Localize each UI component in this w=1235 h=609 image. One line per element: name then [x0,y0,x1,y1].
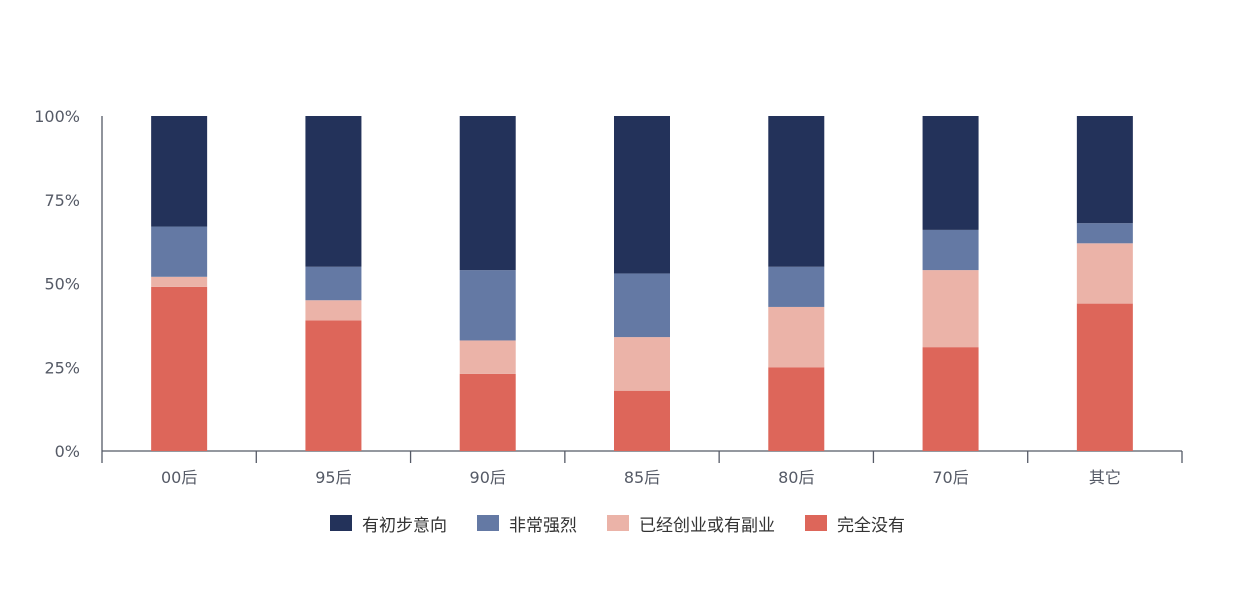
legend-label: 有初步意向 [362,515,447,536]
bar-segment [768,367,825,451]
legend-swatch [330,515,352,531]
legend-label: 已经创业或有副业 [639,515,775,536]
bar-segment [151,226,208,277]
bar-segment [305,300,362,321]
bar-segment [305,266,362,301]
bar-segment [768,266,825,307]
bar-segment [1076,223,1133,244]
bar-segment [768,116,825,267]
y-tick-label: 100% [34,107,80,126]
legend-item: 非常强烈 [477,511,577,536]
y-tick-label: 25% [44,358,80,377]
bars [151,116,1133,451]
x-tick-label: 00后 [161,468,197,487]
bar-segment [922,116,979,230]
bar-segment [305,320,362,451]
bar-segment [922,229,979,271]
bar-segment [459,340,516,374]
x-tick-label: 70后 [932,468,968,487]
bar-segment [922,347,979,451]
legend-label: 非常强烈 [509,515,577,536]
bar-segment [1076,243,1133,304]
bar-segment [768,306,825,368]
x-tick-label: 85后 [624,468,660,487]
bar-segment [1076,116,1133,224]
legend-item: 有初步意向 [330,511,447,536]
legend-item: 完全没有 [805,511,905,536]
legend: 有初步意向 非常强烈 已经创业或有副业 完全没有 [0,508,1235,538]
bar-segment [614,273,670,338]
legend-swatch [805,515,827,531]
bar-segment [614,116,670,274]
bar-segment [459,116,516,271]
legend-swatch [607,515,629,531]
y-tick-label: 0% [55,442,80,461]
legend-swatch [477,515,499,531]
y-tick-label: 50% [44,275,80,294]
legend-label: 完全没有 [837,515,905,536]
bar-segment [1076,303,1133,451]
x-tick-label: 其它 [1089,468,1121,487]
bar-segment [922,270,979,348]
bar-segment [614,337,670,391]
x-tick-label: 80后 [778,468,814,487]
bar-segment [151,116,208,227]
bar-segment [151,286,208,451]
y-axis: 0% 25% 50% 75% 100% [34,107,103,463]
legend-item: 已经创业或有副业 [607,511,775,536]
bar-segment [459,270,516,341]
bar-segment [614,390,670,451]
x-tick-label: 90后 [470,468,506,487]
bar-segment [305,116,362,267]
x-axis: 00后 95后 90后 85后 80后 70后 其它 [102,450,1183,487]
bar-segment [151,276,208,287]
y-tick-label: 75% [44,191,80,210]
x-tick-label: 95后 [315,468,351,487]
bar-segment [459,373,516,451]
